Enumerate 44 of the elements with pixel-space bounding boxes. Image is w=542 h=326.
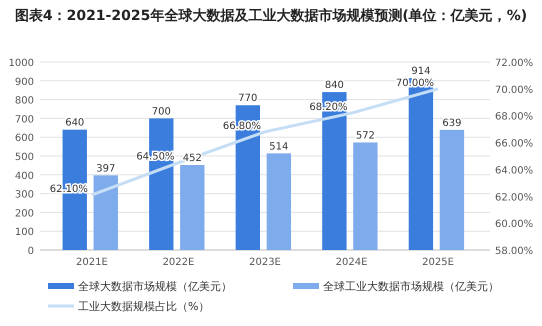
y-tick-label: 700: [14, 114, 34, 126]
y-tick-label: 100: [14, 227, 34, 238]
legend-label: 全球大数据市场规模（亿美元）: [78, 280, 232, 293]
y2-tick-label: 62.00%: [495, 192, 534, 204]
x-tick-label: 2021E: [76, 257, 108, 268]
data-label: 840: [324, 80, 344, 92]
y-tick-label: 500: [14, 152, 34, 163]
x-tick-label: 2025E: [422, 257, 454, 268]
line-series: [90, 87, 440, 196]
y2-tick-label: 68.00%: [495, 112, 534, 123]
data-label: 640: [65, 118, 84, 129]
y2-tick-label: 64.00%: [495, 165, 534, 176]
x-tick-label: 2022E: [162, 257, 194, 268]
y-tick-label: 800: [14, 96, 34, 107]
data-label: 397: [96, 163, 116, 174]
x-tick-label: 2023E: [249, 257, 281, 268]
y2-tick-label: 58.00%: [495, 246, 534, 257]
bar: [180, 165, 204, 250]
y-tick-label: 300: [14, 190, 34, 201]
data-label: 639: [442, 118, 462, 129]
data-label: 572: [356, 130, 375, 142]
y2-tick-label: 66.00%: [495, 138, 534, 150]
x-tick-label: 2024E: [336, 257, 368, 268]
chart-title: 图表4：2021-2025年全球大数据及工业大数据市场规模预测(单位：亿美元，%): [14, 7, 528, 24]
y-tick-label: 400: [14, 170, 34, 182]
data-label: 452: [182, 153, 202, 164]
bar: [266, 153, 292, 250]
y-tick-label: 0: [28, 246, 34, 257]
legend-label: 工业大数据规模占比（%）: [78, 300, 210, 313]
y-tick-label: 1000: [8, 58, 34, 69]
data-label: 514: [269, 141, 288, 152]
y-tick-label: 900: [14, 76, 34, 88]
y2-tick-label: 70.00%: [495, 84, 534, 96]
data-label: 914: [411, 66, 430, 78]
bar: [440, 130, 464, 250]
data-label: 700: [152, 106, 171, 118]
bar: [353, 142, 378, 250]
y2-tick-label: 72.00%: [495, 58, 534, 69]
bar: [94, 175, 118, 250]
data-label: 770: [238, 93, 258, 104]
y-tick-label: 200: [14, 208, 34, 220]
legend-label: 全球工业大数据市场规模（亿美元）: [323, 280, 499, 293]
y-tick-label: 600: [14, 133, 34, 144]
y2-tick-label: 60.00%: [495, 219, 534, 230]
